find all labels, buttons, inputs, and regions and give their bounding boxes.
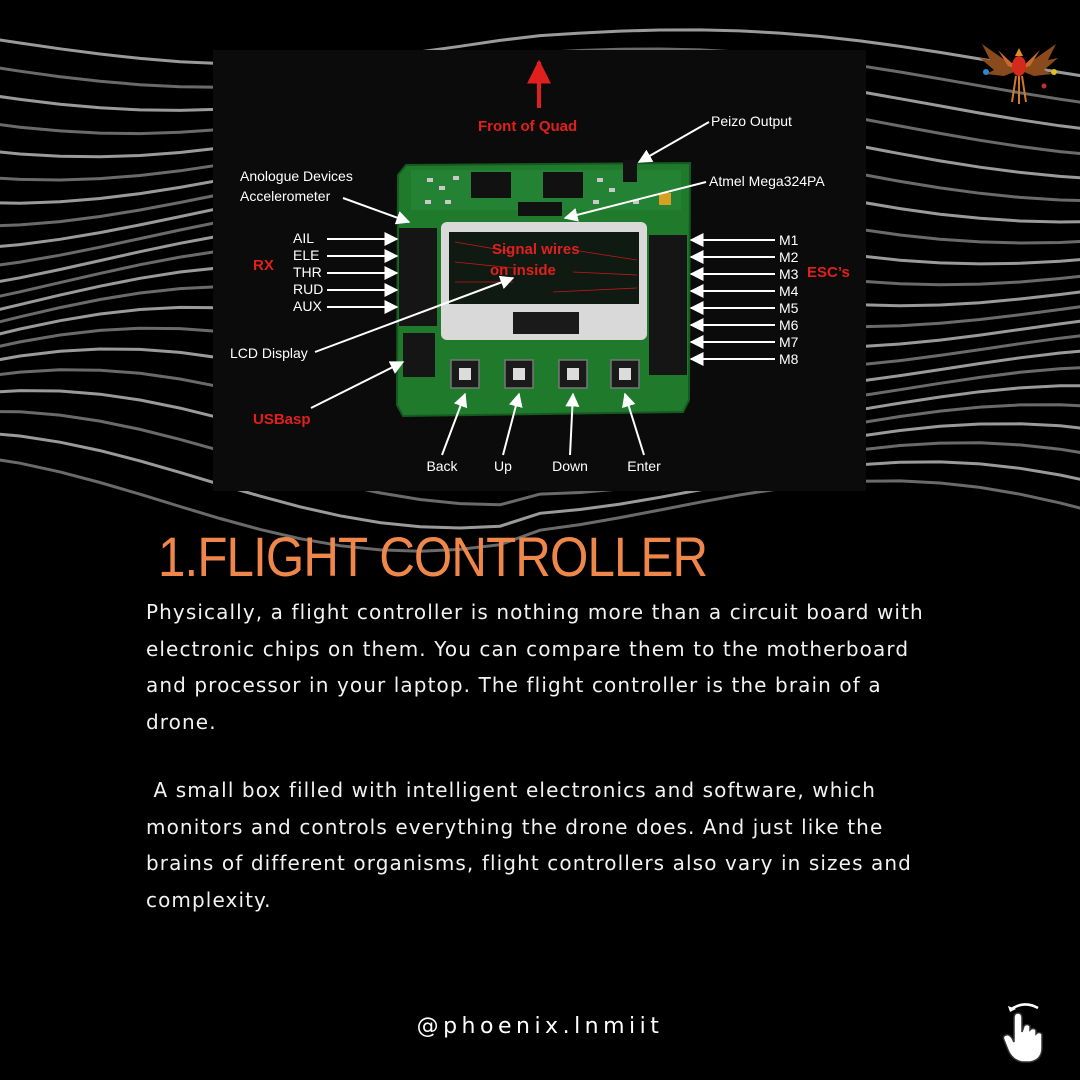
page-title: 1.FLIGHT CONTROLLER: [158, 525, 708, 588]
button-label-enter: Enter: [627, 458, 661, 474]
lcd-display-label: LCD Display: [230, 345, 308, 361]
button-label-up: Up: [494, 458, 512, 474]
rx-label: RX: [253, 257, 274, 274]
usbasp-label: USBasp: [253, 411, 311, 428]
front-of-quad-label: Front of Quad: [478, 118, 577, 135]
callout-arrow: [622, 392, 645, 456]
esc-label: ESC’s: [807, 264, 850, 281]
wave-line: [0, 410, 1080, 507]
esc-pin-label: M1: [779, 232, 799, 248]
rx-pin-label: ELE: [293, 247, 319, 263]
esc-pin-label: M3: [779, 266, 799, 282]
signal-wires-label-2: on inside: [490, 262, 556, 279]
button-label-back: Back: [426, 458, 458, 474]
peizo-output-label: Peizo Output: [711, 113, 792, 129]
esc-pin-label: M8: [779, 351, 799, 367]
paragraph-1: Physically, a flight controller is nothi…: [146, 600, 924, 734]
signal-wires-label: Signal wires: [492, 241, 580, 258]
accelerometer-label-2: Accelerometer: [240, 188, 331, 204]
esc-pin-label: M4: [779, 283, 799, 299]
phoenix-logo-icon: [980, 44, 1058, 104]
rx-pin-label: THR: [293, 264, 322, 280]
paragraph-2: A small box filled with intelligent elec…: [146, 778, 920, 912]
esc-pin-label: M7: [779, 334, 799, 350]
callout-arrow: [565, 392, 580, 456]
button-labels: Back Up Down Enter: [426, 392, 661, 474]
esc-pin-label: M5: [779, 300, 799, 316]
flight-controller-diagram: Front of Quad: [213, 50, 866, 491]
wave-line: [0, 458, 1080, 553]
rx-pin-label: AIL: [293, 230, 314, 246]
rx-pin-label: AUX: [293, 298, 322, 314]
diagram-svg: Front of Quad: [230, 59, 850, 474]
wave-line: [0, 432, 1080, 530]
pcb-board: [395, 160, 692, 418]
esc-pin-label: M2: [779, 249, 799, 265]
wave-line: [0, 28, 1080, 78]
accelerometer-label: Anologue Devices: [240, 168, 353, 184]
instagram-handle: @phoenix.lnmiit: [416, 1014, 664, 1039]
callout-arrow: [441, 392, 468, 456]
swipe-hand-icon: [1002, 1003, 1043, 1063]
atmel-label: Atmel Mega324PA: [709, 173, 825, 189]
callout-arrow: [502, 392, 523, 456]
button-label-down: Down: [552, 458, 588, 474]
rx-pin-label: RUD: [293, 281, 323, 297]
esc-pin-label: M6: [779, 317, 799, 333]
